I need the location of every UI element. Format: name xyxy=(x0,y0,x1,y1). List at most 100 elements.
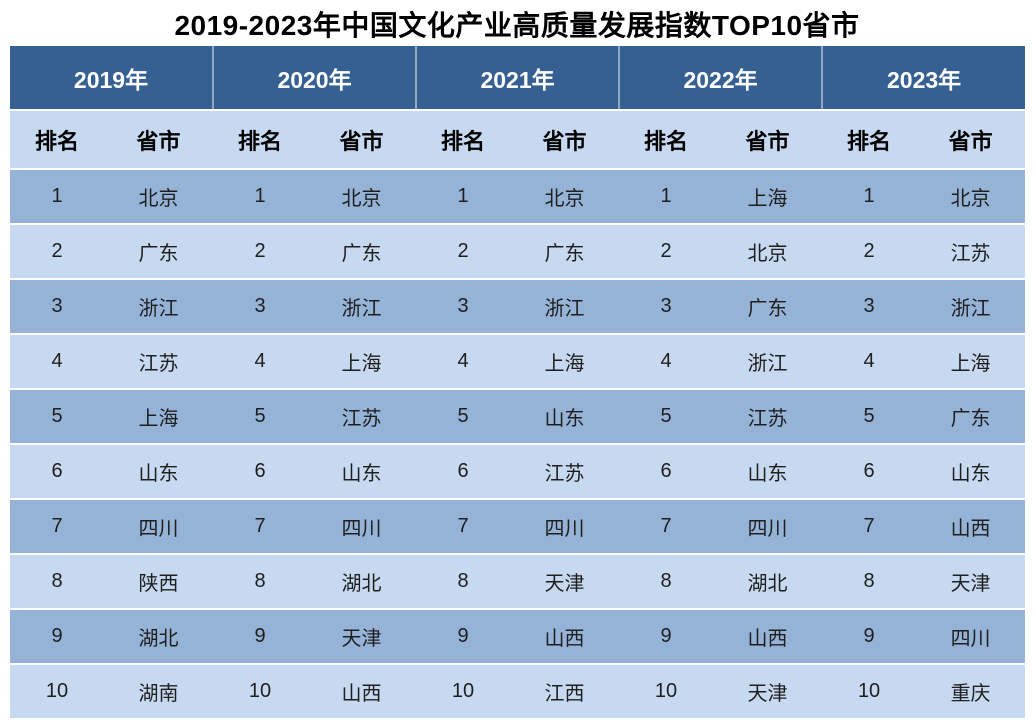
province-column-header: 省市 xyxy=(510,110,620,170)
rank-cell: 7 xyxy=(619,499,714,555)
province-column-header: 省市 xyxy=(307,110,417,170)
rank-cell: 2 xyxy=(213,224,308,280)
table-row: 4 江苏 4 上海 4 上海 4 浙江 4 上海 xyxy=(10,334,1026,390)
province-cell: 四川 xyxy=(713,499,823,555)
province-cell: 山东 xyxy=(307,444,417,500)
province-cell: 浙江 xyxy=(510,279,620,335)
province-cell: 湖北 xyxy=(307,554,417,610)
rank-cell: 5 xyxy=(619,389,714,445)
rank-cell: 6 xyxy=(619,444,714,500)
province-cell: 上海 xyxy=(510,334,620,390)
table-row: 5 上海 5 江苏 5 山东 5 江苏 5 广东 xyxy=(10,389,1026,445)
rank-cell: 5 xyxy=(213,389,308,445)
rank-cell: 7 xyxy=(213,499,308,555)
rank-column-header: 排名 xyxy=(10,110,104,170)
rank-cell: 3 xyxy=(416,279,511,335)
province-cell: 广东 xyxy=(307,224,417,280)
province-cell: 山西 xyxy=(916,499,1026,555)
rank-cell: 9 xyxy=(10,609,104,665)
rank-cell: 6 xyxy=(213,444,308,500)
province-cell: 江苏 xyxy=(916,224,1026,280)
rank-cell: 2 xyxy=(416,224,511,280)
province-cell: 上海 xyxy=(713,169,823,225)
rank-cell: 4 xyxy=(619,334,714,390)
rank-cell: 2 xyxy=(619,224,714,280)
rank-cell: 6 xyxy=(822,444,917,500)
table-row: 2 广东 2 广东 2 广东 2 北京 2 江苏 xyxy=(10,224,1026,280)
province-cell: 天津 xyxy=(713,664,823,720)
rank-cell: 2 xyxy=(822,224,917,280)
province-cell: 浙江 xyxy=(307,279,417,335)
province-cell: 上海 xyxy=(916,334,1026,390)
rank-cell: 6 xyxy=(416,444,511,500)
province-cell: 江西 xyxy=(510,664,620,720)
province-cell: 天津 xyxy=(510,554,620,610)
rank-cell: 4 xyxy=(822,334,917,390)
year-header-2019: 2019年 xyxy=(10,46,214,111)
rank-cell: 1 xyxy=(822,169,917,225)
rank-cell: 10 xyxy=(822,664,917,720)
rank-cell: 3 xyxy=(213,279,308,335)
province-cell: 江苏 xyxy=(713,389,823,445)
province-cell: 浙江 xyxy=(104,279,214,335)
year-header-2020: 2020年 xyxy=(212,46,417,111)
province-cell: 山西 xyxy=(307,664,417,720)
year-header-2021: 2021年 xyxy=(415,46,620,111)
rank-cell: 2 xyxy=(10,224,104,280)
rank-cell: 9 xyxy=(822,609,917,665)
province-cell: 山东 xyxy=(104,444,214,500)
rank-cell: 7 xyxy=(10,499,104,555)
table-row: 7 四川 7 四川 7 四川 7 四川 7 山西 xyxy=(10,499,1026,555)
rank-cell: 9 xyxy=(213,609,308,665)
rank-cell: 8 xyxy=(416,554,511,610)
rank-cell: 10 xyxy=(619,664,714,720)
province-cell: 重庆 xyxy=(916,664,1026,720)
rank-cell: 8 xyxy=(822,554,917,610)
province-cell: 江苏 xyxy=(104,334,214,390)
province-cell: 北京 xyxy=(713,224,823,280)
province-cell: 广东 xyxy=(916,389,1026,445)
rank-cell: 1 xyxy=(213,169,308,225)
province-cell: 四川 xyxy=(916,609,1026,665)
province-cell: 四川 xyxy=(510,499,620,555)
province-cell: 北京 xyxy=(510,169,620,225)
province-cell: 山东 xyxy=(916,444,1026,500)
rank-column-header: 排名 xyxy=(416,110,511,170)
rank-cell: 5 xyxy=(822,389,917,445)
year-header-2022: 2022年 xyxy=(618,46,823,111)
table-row: 10 湖南 10 山西 10 江西 10 天津 10 重庆 xyxy=(10,664,1026,720)
rank-column-header: 排名 xyxy=(822,110,917,170)
subheader-row: 排名 省市 排名 省市 排名 省市 排名 省市 排名 省市 xyxy=(10,110,1026,170)
rank-cell: 5 xyxy=(416,389,511,445)
province-cell: 山东 xyxy=(713,444,823,500)
province-cell: 广东 xyxy=(713,279,823,335)
province-cell: 山西 xyxy=(713,609,823,665)
rank-cell: 7 xyxy=(416,499,511,555)
province-cell: 上海 xyxy=(307,334,417,390)
province-cell: 山西 xyxy=(510,609,620,665)
table-row: 9 湖北 9 天津 9 山西 9 山西 9 四川 xyxy=(10,609,1026,665)
province-column-header: 省市 xyxy=(916,110,1026,170)
table-row: 8 陕西 8 湖北 8 天津 8 湖北 8 天津 xyxy=(10,554,1026,610)
province-cell: 浙江 xyxy=(916,279,1026,335)
rank-cell: 8 xyxy=(213,554,308,610)
province-cell: 湖北 xyxy=(713,554,823,610)
province-cell: 天津 xyxy=(916,554,1026,610)
rank-cell: 1 xyxy=(10,169,104,225)
rank-cell: 10 xyxy=(213,664,308,720)
rank-cell: 1 xyxy=(416,169,511,225)
province-column-header: 省市 xyxy=(713,110,823,170)
rank-cell: 8 xyxy=(619,554,714,610)
province-cell: 北京 xyxy=(104,169,214,225)
province-cell: 北京 xyxy=(916,169,1026,225)
rank-cell: 3 xyxy=(619,279,714,335)
province-cell: 山东 xyxy=(510,389,620,445)
rank-cell: 4 xyxy=(213,334,308,390)
province-cell: 江苏 xyxy=(510,444,620,500)
rank-column-header: 排名 xyxy=(619,110,714,170)
rank-cell: 5 xyxy=(10,389,104,445)
rank-cell: 3 xyxy=(822,279,917,335)
province-cell: 江苏 xyxy=(307,389,417,445)
province-cell: 天津 xyxy=(307,609,417,665)
